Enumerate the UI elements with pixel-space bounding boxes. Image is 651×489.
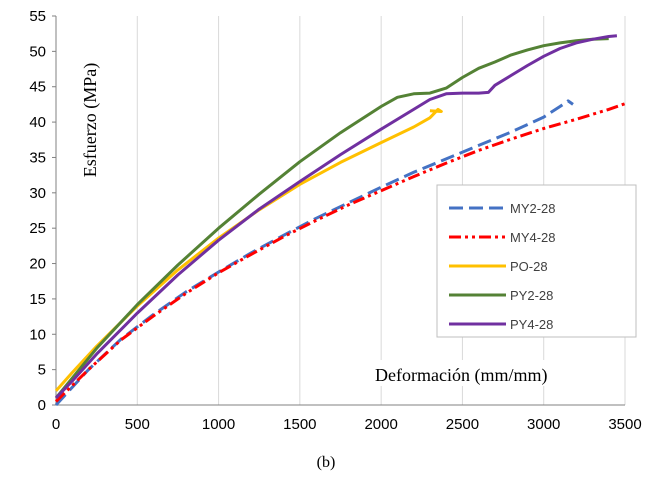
x-tick-label: 1000	[202, 416, 235, 433]
y-tick-label: 20	[29, 256, 46, 273]
y-tick-label: 10	[29, 326, 46, 343]
x-tick-label: 500	[125, 416, 150, 433]
legend-box	[436, 184, 637, 338]
legend-entry-label: PY2-28	[510, 288, 553, 303]
series-line-py4-28	[54, 34, 618, 399]
x-tick-label: 3000	[527, 416, 560, 433]
y-tick-label: 30	[29, 185, 46, 202]
y-axis-label: Esfuerzo (MPa)	[80, 63, 101, 177]
legend-entry-label: MY2-28	[510, 201, 556, 216]
y-tick-label: 5	[38, 362, 46, 379]
y-tick-label: 50	[29, 43, 46, 60]
series-line-po-28	[54, 107, 443, 392]
series-lines	[54, 34, 626, 407]
x-tick-label: 0	[52, 416, 60, 433]
legend: MY2-28 MY4-28 PO-28 PY2-28 PY4-28	[436, 184, 637, 338]
x-axis-label: Deformación (mm/mm)	[375, 365, 547, 386]
legend-entry-label: PO-28	[510, 259, 548, 274]
figure-caption: (b)	[317, 454, 336, 471]
y-tick-labels: 0 5 10 15 20 25 30 35 40 45 50 55	[29, 8, 46, 414]
y-tick-label: 15	[29, 291, 46, 308]
y-tick-label: 45	[29, 79, 46, 96]
x-tick-labels: 0 500 1000 1500 2000 2500 3000 3500	[52, 416, 642, 433]
x-tick-label: 2000	[364, 416, 397, 433]
y-tick-label: 25	[29, 220, 46, 237]
legend-entry-label: MY4-28	[510, 230, 556, 245]
y-tick-label: 0	[38, 397, 46, 414]
x-tick-label: 3500	[608, 416, 641, 433]
legend-entry-label: PY4-28	[510, 317, 553, 332]
x-tick-label: 2500	[446, 416, 479, 433]
y-tick-label: 40	[29, 114, 46, 131]
x-tick-label: 1500	[283, 416, 316, 433]
x-label-background	[365, 360, 575, 386]
y-tick-label: 55	[29, 8, 46, 25]
y-tick-label: 35	[29, 149, 46, 166]
series-line-py2-28	[54, 37, 609, 399]
axes	[52, 15, 625, 406]
series-line-my4-28	[54, 102, 626, 403]
